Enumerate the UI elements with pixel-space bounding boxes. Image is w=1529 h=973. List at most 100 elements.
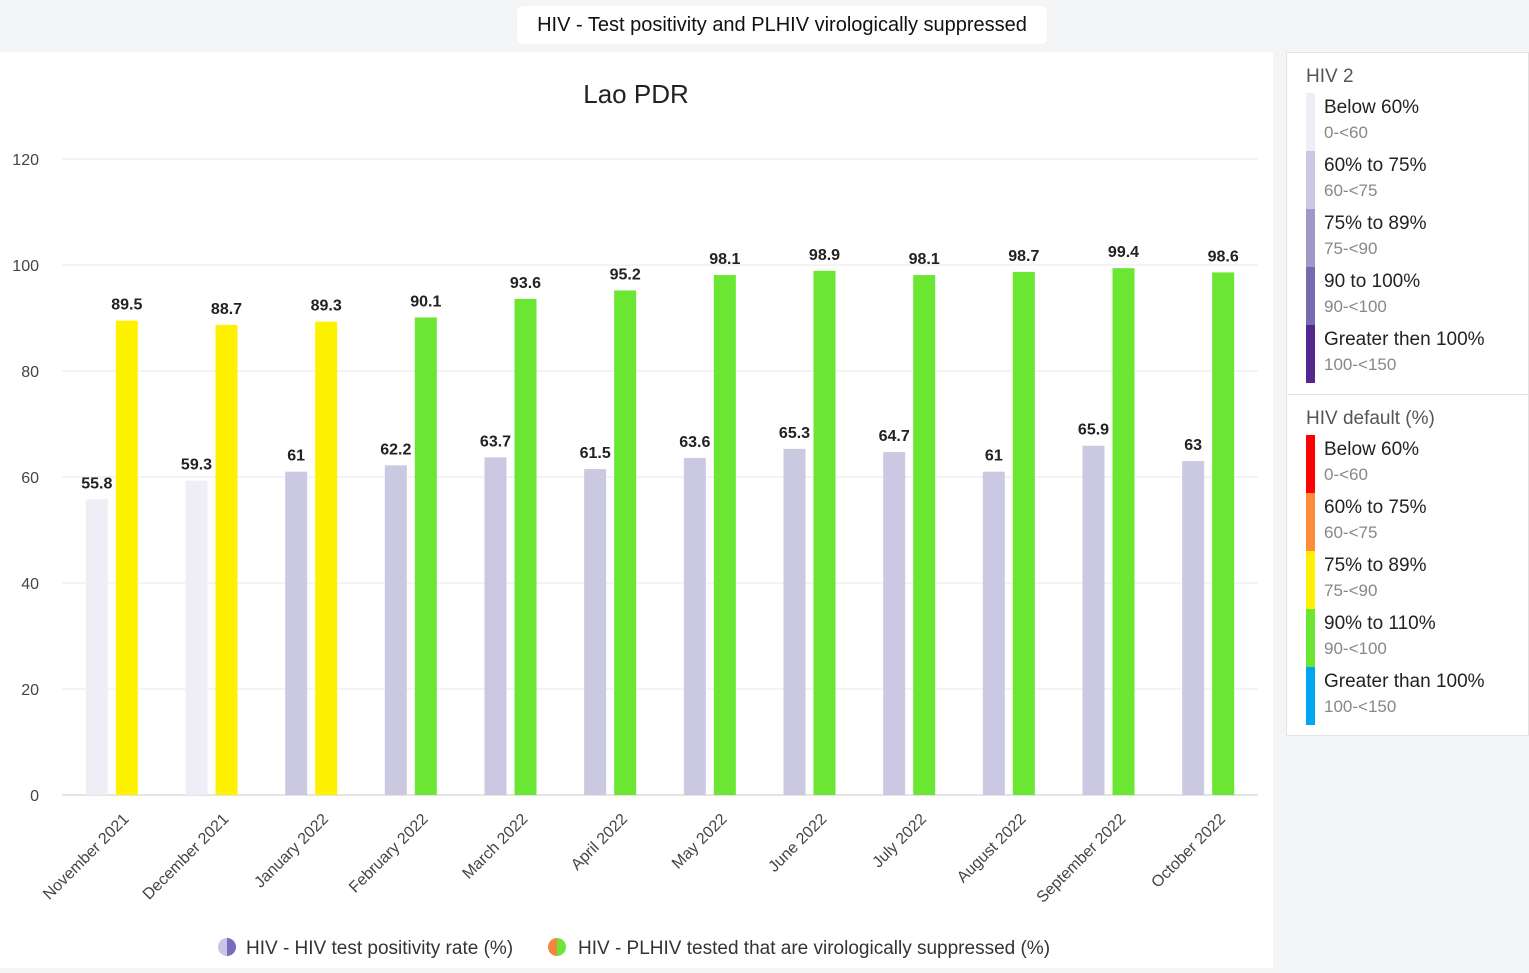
- bar-virologically-suppressed: [514, 298, 537, 795]
- legend-group: HIV default (%) Below 60% 0-<60 60% to 75% 6…: [1306, 407, 1526, 725]
- data-label: 59.3: [181, 457, 212, 474]
- data-label: 62.2: [380, 441, 411, 458]
- page-title: HIV - Test positivity and PLHIV virologi…: [517, 6, 1047, 44]
- bar-test-positivity: [584, 469, 607, 795]
- legend-entry: 90% to 110% 90-<100: [1306, 609, 1526, 667]
- legend-label[interactable]: HIV - HIV test positivity rate (%): [246, 938, 513, 959]
- legend-entry-range: 100-<150: [1324, 697, 1397, 716]
- data-label: 98.1: [909, 251, 940, 268]
- y-tick-label: 100: [12, 258, 39, 275]
- legend-entry-range: 60-<75: [1324, 181, 1378, 200]
- chart-title: Lao PDR: [583, 79, 689, 109]
- legend-label[interactable]: HIV - PLHIV tested that are virologicall…: [578, 938, 1050, 959]
- data-label: 61: [287, 448, 305, 465]
- data-label: 98.6: [1208, 248, 1239, 265]
- legend-swatch: [1306, 493, 1315, 551]
- data-label: 88.7: [211, 301, 242, 318]
- legend-entry: Below 60% 0-<60: [1306, 93, 1526, 151]
- x-tick-label: February 2022: [346, 811, 432, 897]
- legend-swatch: [1306, 325, 1315, 383]
- x-tick-label: December 2021: [140, 811, 233, 904]
- legend-swatch: [1306, 667, 1315, 725]
- legend-entry-range: 75-<90: [1324, 581, 1378, 600]
- data-label: 61.5: [580, 445, 611, 462]
- legend-swatch: [1306, 435, 1315, 493]
- legend-entry-range: 0-<60: [1324, 123, 1368, 142]
- bar-virologically-suppressed: [1212, 272, 1235, 795]
- bar-virologically-suppressed: [713, 275, 736, 795]
- data-label: 63.6: [679, 434, 710, 451]
- x-tick-label: November 2021: [40, 811, 133, 904]
- legend-marker-right: [227, 938, 236, 956]
- bar-test-positivity: [1082, 445, 1105, 795]
- legend-entry-label: Below 60%: [1324, 439, 1420, 460]
- data-label: 65.9: [1078, 422, 1109, 439]
- bar-virologically-suppressed: [1012, 271, 1035, 795]
- bar-virologically-suppressed: [115, 320, 138, 795]
- legend-entry: Greater than 100% 100-<150: [1306, 667, 1526, 725]
- legend-entry: 75% to 89% 75-<90: [1306, 551, 1526, 609]
- bar-virologically-suppressed: [913, 275, 936, 795]
- y-tick-label: 40: [21, 576, 39, 593]
- bar-test-positivity: [85, 499, 108, 795]
- x-tick-label: October 2022: [1148, 811, 1229, 892]
- legend-entry-label: 75% to 89%: [1324, 555, 1427, 576]
- data-label: 61: [985, 448, 1003, 465]
- bar-test-positivity: [1182, 461, 1205, 795]
- data-label: 98.7: [1008, 248, 1039, 265]
- data-label: 64.7: [879, 428, 910, 445]
- data-label: 95.2: [610, 266, 641, 283]
- bar-test-positivity: [484, 457, 507, 795]
- legend-entry: 60% to 75% 60-<75: [1306, 151, 1526, 209]
- legend-entry: Below 60% 0-<60: [1306, 435, 1526, 493]
- x-tick-label: June 2022: [765, 811, 830, 876]
- data-label: 65.3: [779, 425, 810, 442]
- bar-virologically-suppressed: [215, 324, 238, 795]
- bar-test-positivity: [783, 448, 806, 795]
- legend-entry: 75% to 89% 75-<90: [1306, 209, 1526, 267]
- x-tick-label: May 2022: [669, 811, 731, 873]
- data-label: 90.1: [410, 293, 441, 310]
- y-tick-label: 0: [30, 788, 39, 805]
- legend-entry-range: 100-<150: [1324, 355, 1397, 374]
- legend-group: HIV 2 Below 60% 0-<60 60% to 75% 60-<75 75% t…: [1306, 65, 1526, 383]
- legend-entry: 60% to 75% 60-<75: [1306, 493, 1526, 551]
- data-label: 89.5: [111, 297, 142, 314]
- legend-group-title: HIV 2: [1306, 66, 1354, 87]
- legend-entry-range: 75-<90: [1324, 239, 1378, 258]
- legend-entry-label: 90 to 100%: [1324, 271, 1421, 292]
- legend-divider: [1287, 394, 1529, 395]
- legend-entry-range: 0-<60: [1324, 465, 1368, 484]
- x-tick-label: April 2022: [568, 811, 631, 874]
- legend-entry-label: 60% to 75%: [1324, 155, 1427, 176]
- y-tick-label: 80: [21, 364, 39, 381]
- legend-entry-range: 90-<100: [1324, 297, 1387, 316]
- legend-swatch: [1306, 151, 1315, 209]
- bar-virologically-suppressed: [614, 290, 637, 795]
- data-label: 93.6: [510, 275, 541, 292]
- bar-test-positivity: [883, 452, 906, 795]
- x-tick-label: January 2022: [251, 811, 332, 892]
- data-label: 55.8: [81, 475, 112, 492]
- bar-virologically-suppressed: [1112, 268, 1135, 795]
- data-label: 99.4: [1108, 244, 1139, 261]
- bar-test-positivity: [384, 465, 407, 795]
- bar-virologically-suppressed: [414, 317, 437, 795]
- legend-entry-label: 60% to 75%: [1324, 497, 1427, 518]
- y-tick-label: 60: [21, 470, 39, 487]
- legend-entry-label: Greater than 100%: [1324, 671, 1485, 692]
- legend-entry-label: Below 60%: [1324, 97, 1420, 118]
- bar-chart: Lao PDR 0 20 40 60 80 100 120 55.8 89.5 November 2…: [12, 79, 1258, 959]
- legend-entry-label: 90% to 110%: [1324, 613, 1436, 634]
- threshold-legend-panel: HIV 2 Below 60% 0-<60 60% to 75% 60-<75 75% t…: [1286, 52, 1529, 736]
- data-label: 63: [1184, 437, 1202, 454]
- legend-swatch: [1306, 93, 1315, 151]
- y-tick-label: 120: [12, 152, 39, 169]
- x-tick-label: September 2022: [1034, 811, 1130, 907]
- legend-swatch: [1306, 551, 1315, 609]
- legend-entry-range: 60-<75: [1324, 523, 1378, 542]
- legend-swatch: [1306, 209, 1315, 267]
- bar-test-positivity: [285, 471, 308, 795]
- chart-panel: Lao PDR 0 20 40 60 80 100 120 55.8 89.5 November 2…: [0, 52, 1273, 968]
- legend-entry: Greater then 100% 100-<150: [1306, 325, 1526, 383]
